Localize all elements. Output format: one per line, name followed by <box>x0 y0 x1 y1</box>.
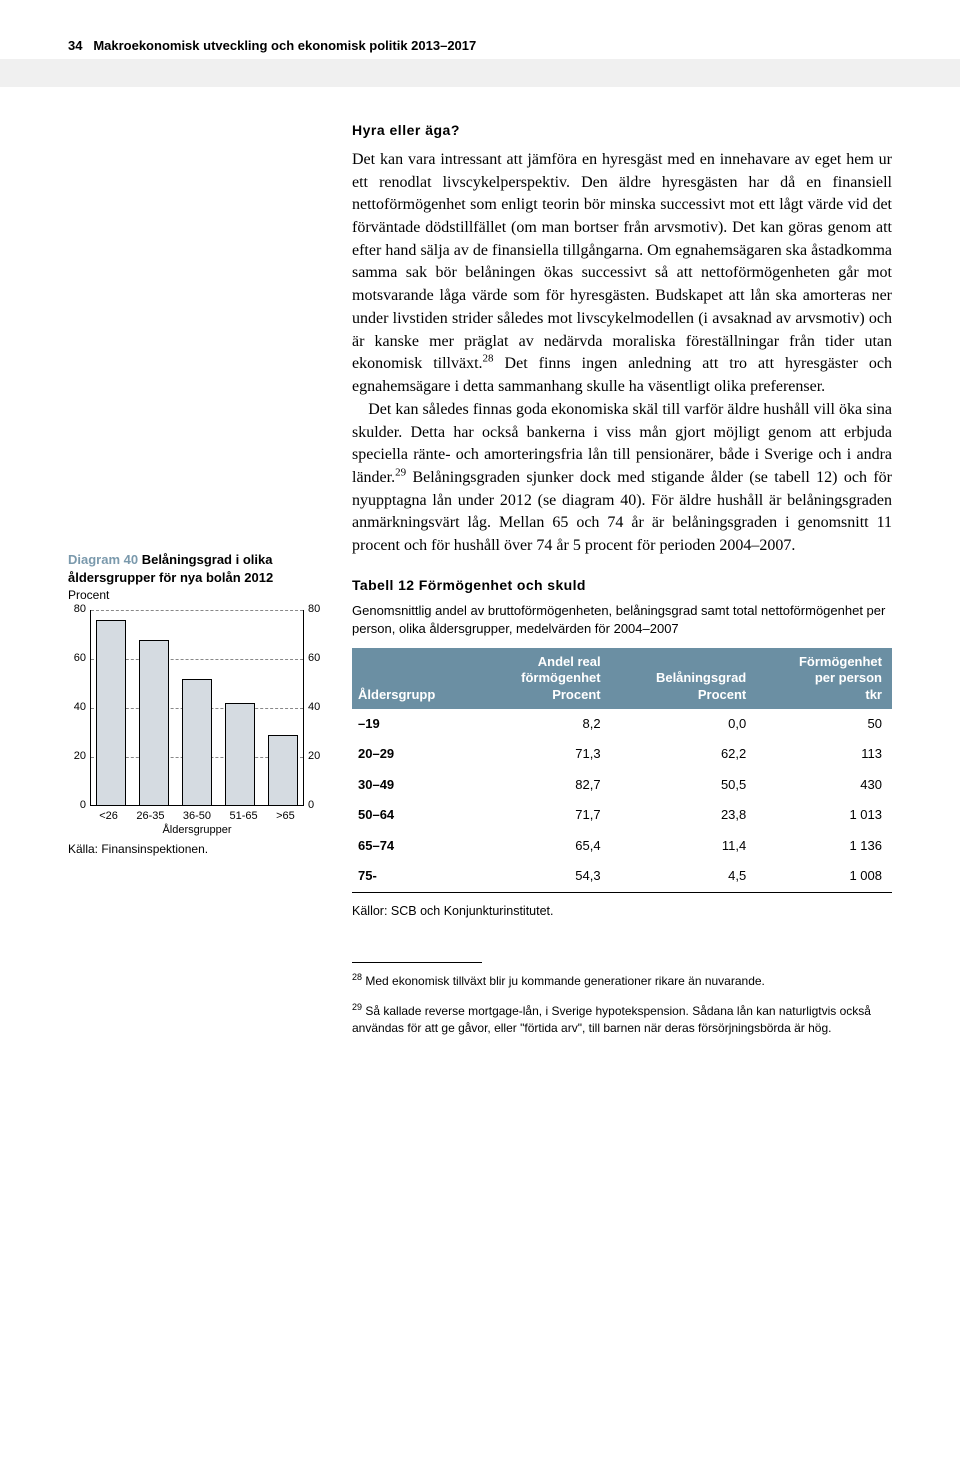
table-row: 75-54,34,51 008 <box>352 861 892 892</box>
y-tick-left: 0 <box>68 799 86 811</box>
bar <box>182 679 212 806</box>
table-row: 30–4982,750,5430 <box>352 770 892 800</box>
x-axis-title: Åldersgrupper <box>68 824 326 836</box>
table-cell: 23,8 <box>611 800 757 830</box>
table-cell: 30–49 <box>352 770 480 800</box>
chart-title-accent: Diagram 40 <box>68 552 138 567</box>
table-row: 50–6471,723,81 013 <box>352 800 892 830</box>
y-tick-right: 60 <box>308 652 326 664</box>
right-column: Hyra eller äga? Det kan vara intressant … <box>352 121 892 1047</box>
bar <box>268 735 298 806</box>
table-cell: 82,7 <box>480 770 611 800</box>
chart-title: Diagram 40 Belåningsgrad i olika åldersg… <box>68 551 326 586</box>
header-title: Makroekonomisk utveckling och ekonomisk … <box>93 38 476 53</box>
table-cell: 1 136 <box>756 831 892 861</box>
bar <box>139 640 169 807</box>
table-cell: 0,0 <box>611 709 757 739</box>
table-cell: 8,2 <box>480 709 611 739</box>
table-col-header: Åldersgrupp <box>352 648 480 709</box>
table-cell: 71,3 <box>480 739 611 769</box>
y-tick-left: 20 <box>68 750 86 762</box>
x-tick-label: <26 <box>99 810 118 822</box>
table-cell: 11,4 <box>611 831 757 861</box>
header-band <box>0 59 960 87</box>
y-tick-left: 80 <box>68 603 86 615</box>
y-tick-right: 40 <box>308 701 326 713</box>
data-table: ÅldersgruppAndel realförmögenhetProcent … <box>352 648 892 892</box>
y-tick-left: 60 <box>68 652 86 664</box>
table-cell: 62,2 <box>611 739 757 769</box>
x-tick-label: 36-50 <box>183 810 211 822</box>
table-cell: 65–74 <box>352 831 480 861</box>
y-tick-right: 0 <box>308 799 326 811</box>
table-cell: 50 <box>756 709 892 739</box>
table-source: Källor: SCB och Konjunkturinstitutet. <box>352 903 892 921</box>
table-subheading: Genomsnittlig andel av bruttoförmögenhet… <box>352 602 892 638</box>
y-tick-left: 40 <box>68 701 86 713</box>
chart-source: Källa: Finansinspektionen. <box>68 842 326 856</box>
running-header: 34 Makroekonomisk utveckling och ekonomi… <box>68 38 892 53</box>
table-cell: 4,5 <box>611 861 757 892</box>
bar <box>96 620 126 806</box>
table-heading: Tabell 12 Förmögenhet och skuld <box>352 576 892 596</box>
table-cell: 71,7 <box>480 800 611 830</box>
table-row: –198,20,050 <box>352 709 892 739</box>
footnote: 28 Med ekonomisk tillväxt blir ju komman… <box>352 971 892 990</box>
footnote: 29 Så kallade reverse mortgage-lån, i Sv… <box>352 1001 892 1038</box>
table-cell: 430 <box>756 770 892 800</box>
table-col-header: Förmögenhetper persontkr <box>756 648 892 709</box>
left-column: Diagram 40 Belåningsgrad i olika åldersg… <box>68 121 326 1047</box>
y-tick-right: 20 <box>308 750 326 762</box>
table-col-header: BelåningsgradProcent <box>611 648 757 709</box>
table-cell: 50,5 <box>611 770 757 800</box>
footnote-rule <box>352 962 482 963</box>
page-number: 34 <box>68 38 82 53</box>
table-cell: 1 008 <box>756 861 892 892</box>
x-tick-label: 51-65 <box>229 810 257 822</box>
bar-chart: <26 26-35 36-50 51-65 >65 Åldersgrupper 0 0 20… <box>68 606 326 836</box>
table-cell: 20–29 <box>352 739 480 769</box>
chart-unit: Procent <box>68 588 326 602</box>
table-cell: 113 <box>756 739 892 769</box>
x-tick-label: 26-35 <box>136 810 164 822</box>
table-cell: –19 <box>352 709 480 739</box>
body-text: Det kan vara intressant att jämföra en h… <box>352 149 892 558</box>
table-row: 65–7465,411,41 136 <box>352 831 892 861</box>
table-cell: 50–64 <box>352 800 480 830</box>
table-col-header: Andel realförmögenhetProcent <box>480 648 611 709</box>
section-heading: Hyra eller äga? <box>352 121 892 141</box>
table-cell: 65,4 <box>480 831 611 861</box>
y-tick-right: 80 <box>308 603 326 615</box>
table-cell: 54,3 <box>480 861 611 892</box>
table-row: 20–2971,362,2113 <box>352 739 892 769</box>
table-cell: 75- <box>352 861 480 892</box>
table-cell: 1 013 <box>756 800 892 830</box>
x-tick-label: >65 <box>276 810 295 822</box>
bar <box>225 703 255 806</box>
